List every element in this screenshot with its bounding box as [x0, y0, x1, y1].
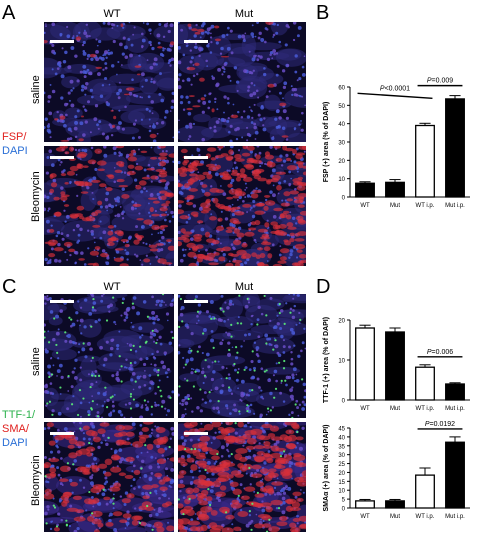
x-tick-label: WT i.p.: [416, 406, 435, 412]
x-tick-label: WT i.p.: [416, 514, 435, 520]
y-tick-label: 40: [338, 122, 345, 128]
micrograph-c-saline-mut: [178, 294, 306, 418]
scale-bar: [50, 300, 74, 303]
panel-c-stain-legend: TTF-1/ SMA/ DAPI: [2, 408, 35, 450]
panel-label-b: B: [316, 2, 330, 24]
scale-bar: [184, 156, 208, 159]
scale-bar: [50, 40, 74, 43]
scale-bar: [50, 156, 74, 159]
stain-sma: SMA/: [2, 423, 29, 435]
bar-2: [415, 474, 435, 509]
x-tick-label: Mut: [390, 203, 400, 209]
y-tick-label: 0: [342, 399, 346, 405]
y-tick-label: 5: [342, 498, 346, 504]
bar-0: [355, 327, 375, 401]
y-tick-label: 10: [338, 177, 345, 183]
x-tick-label: WT: [360, 514, 370, 520]
significance-label: P=0.006: [427, 349, 453, 356]
x-tick-label: WT: [360, 203, 370, 209]
x-tick-label: Mut: [390, 406, 400, 412]
significance-label: P<0.0001: [380, 85, 410, 92]
micrograph-texture: [178, 22, 306, 142]
micrograph-texture: [178, 422, 306, 532]
y-tick-label: 50: [338, 104, 345, 110]
x-tick-label: Mut i.p.: [445, 406, 465, 412]
micrograph-c-bleo-wt: [44, 422, 174, 532]
y-tick-label: 15: [338, 480, 345, 486]
micrograph-c-saline-wt: [44, 294, 174, 418]
bar-3: [445, 441, 465, 509]
significance-label: P=0.009: [427, 78, 453, 85]
scale-bar: [50, 432, 74, 435]
micrograph-a-bleo-mut: [178, 146, 306, 266]
y-tick-label: 0: [342, 507, 346, 513]
bar-1: [385, 181, 405, 198]
y-tick-label: 20: [338, 319, 345, 325]
bar-2: [415, 124, 435, 198]
bar-2: [415, 366, 435, 401]
significance-line: [357, 92, 433, 99]
y-tick-label: 30: [338, 453, 345, 459]
significance-label: P=0.0192: [425, 421, 455, 428]
stain-fsp: FSP: [2, 131, 24, 143]
panel-label-d: D: [316, 276, 331, 298]
x-tick-label: Mut: [390, 514, 400, 520]
y-tick-label: 45: [338, 427, 345, 433]
micrograph-texture: [44, 294, 174, 418]
x-tick-label: Mut i.p.: [445, 203, 465, 209]
stain-slash: /: [23, 131, 27, 143]
y-axis-label: FSP (+) area (% of DAPI): [323, 102, 330, 183]
y-tick-label: 30: [338, 141, 345, 147]
y-tick-label: 35: [338, 444, 345, 450]
panel-c-col-title-mut: Mut: [234, 281, 254, 293]
bar-3: [445, 98, 465, 198]
y-axis-label: SMAα (+) area (% of DAPI): [323, 425, 330, 512]
y-tick-label: 10: [338, 359, 345, 365]
bar-1: [385, 331, 405, 401]
micrograph-texture: [178, 294, 306, 418]
y-axis-label: TTF-1 (+) area (% of DAPI): [323, 317, 330, 403]
y-tick-label: 25: [338, 462, 345, 468]
micrograph-texture: [44, 146, 174, 266]
bar-0: [355, 182, 375, 198]
stain-dapi: DAPI: [2, 145, 28, 157]
panel-c-col-title-wt: WT: [103, 281, 121, 293]
x-tick-label: WT i.p.: [416, 203, 435, 209]
y-tick-label: 10: [338, 489, 345, 495]
micrograph-texture: [44, 422, 174, 532]
y-tick-label: 40: [338, 435, 345, 441]
micrograph-texture: [44, 22, 174, 142]
panel-a-stain-legend: FSP/ DAPI: [2, 130, 28, 158]
y-tick-label: 60: [338, 86, 345, 92]
micrograph-a-bleo-wt: [44, 146, 174, 266]
panel-a-col-title-mut: Mut: [234, 8, 254, 20]
panel-label-c: C: [2, 276, 17, 298]
bar-1: [385, 500, 405, 509]
bar-3: [445, 383, 465, 401]
x-tick-label: Mut i.p.: [445, 514, 465, 520]
y-tick-label: 20: [338, 471, 345, 477]
stain-dapi: DAPI: [2, 437, 28, 449]
bar-0: [355, 500, 375, 509]
micrograph-c-bleo-mut: [178, 422, 306, 532]
scale-bar: [184, 40, 208, 43]
panel-a-col-title-wt: WT: [103, 8, 121, 20]
micrograph-texture: [178, 146, 306, 266]
x-tick-label: WT: [360, 406, 370, 412]
y-tick-label: 20: [338, 159, 345, 165]
y-tick-label: 0: [342, 196, 346, 202]
stain-ttf1: TTF-1/: [2, 409, 35, 421]
panel-label-a: A: [2, 2, 16, 24]
scale-bar: [184, 300, 208, 303]
scale-bar: [184, 432, 208, 435]
